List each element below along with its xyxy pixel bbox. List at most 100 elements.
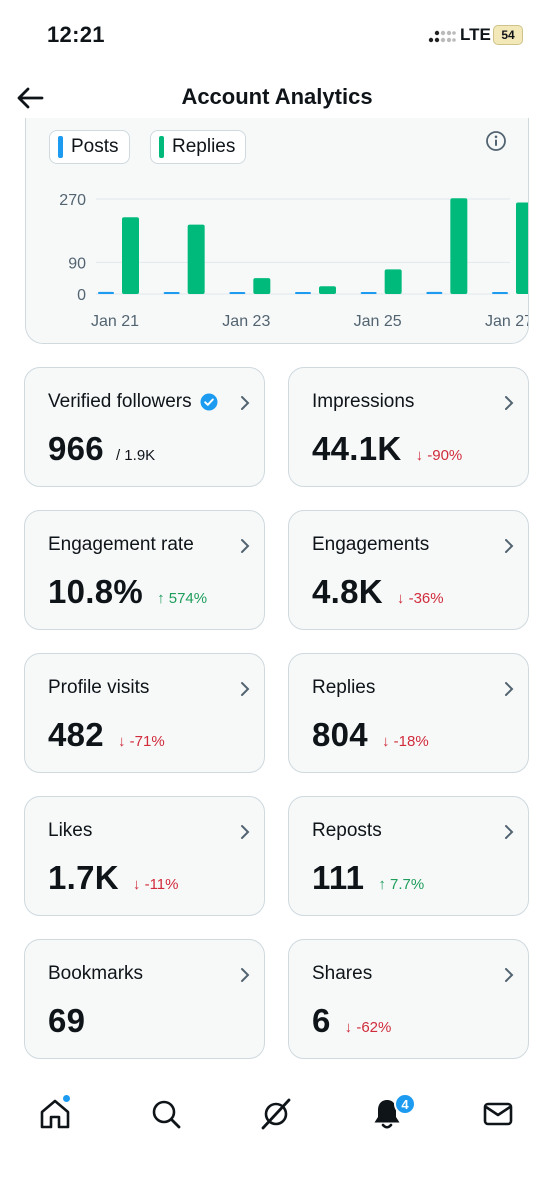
legend-replies-label: Replies — [172, 136, 236, 157]
nav-home[interactable] — [35, 1094, 75, 1134]
metric-value-row: 1.7K ↓ -11% — [48, 859, 178, 897]
bar-replies[interactable] — [319, 286, 336, 294]
metric-card-reposts[interactable]: Reposts 111 ↑ 7.7% — [288, 796, 529, 916]
legend-replies[interactable]: Replies — [150, 130, 247, 164]
metric-card-bookmarks[interactable]: Bookmarks 69 — [24, 939, 265, 1059]
metric-card-replies[interactable]: Replies 804 ↓ -18% — [288, 653, 529, 773]
messages-icon — [483, 1102, 513, 1126]
metric-label: Shares — [312, 963, 373, 984]
home-unread-dot — [62, 1094, 71, 1103]
bar-replies[interactable] — [516, 202, 529, 294]
bar-replies[interactable] — [187, 224, 205, 294]
metric-label: Engagements — [312, 534, 430, 555]
metric-value-row: 966 / 1.9K — [48, 430, 155, 468]
metric-value: 111 — [312, 859, 365, 896]
status-bar: 12:21 LTE 54 — [0, 0, 554, 72]
bar-posts[interactable] — [163, 292, 180, 294]
metric-label: Bookmarks — [48, 963, 144, 984]
metric-value-row: 69 — [48, 1002, 85, 1040]
y-tick-label: 0 — [77, 287, 86, 304]
metric-card-profile-visits[interactable]: Profile visits 482 ↓ -71% — [24, 653, 265, 773]
metric-label: Profile visits — [48, 677, 150, 698]
metric-value-row: 4.8K ↓ -36% — [312, 573, 444, 611]
metric-value-row: 482 ↓ -71% — [48, 716, 165, 754]
metric-card-engagement-rate[interactable]: Engagement rate 10.8% ↑ 574% — [24, 510, 265, 630]
metric-label: Reposts — [312, 820, 382, 841]
metric-delta: ↓ -18% — [381, 733, 429, 750]
bar-replies[interactable] — [384, 269, 402, 294]
metric-value: 4.8K — [312, 573, 383, 610]
x-tick-label: Jan 21 — [91, 313, 139, 330]
posts-swatch — [58, 136, 63, 158]
info-icon[interactable] — [485, 130, 507, 152]
chart-card: Posts Replies 0 90 270 Jan 21 Jan 23 Jan 25 Ja… — [25, 118, 529, 344]
bar-posts[interactable] — [229, 292, 246, 294]
notification-badge: 4 — [394, 1093, 416, 1115]
bottom-nav — [0, 1080, 554, 1150]
arrow-left-icon — [17, 87, 44, 109]
metric-value: 804 — [312, 716, 368, 753]
metric-delta: ↓ -90% — [415, 447, 463, 464]
chevron-right-icon — [241, 825, 250, 839]
battery-icon: 54 — [493, 25, 523, 45]
bar-replies[interactable] — [450, 198, 468, 294]
nav-search[interactable] — [146, 1094, 186, 1134]
metric-card-shares[interactable]: Shares 6 ↓ -62% — [288, 939, 529, 1059]
metric-delta: ↓ -11% — [132, 876, 179, 893]
nav-grok[interactable] — [256, 1094, 296, 1134]
legend-posts-label: Posts — [71, 136, 119, 157]
chevron-right-icon — [505, 825, 514, 839]
metric-card-verified-followers[interactable]: Verified followers 966 / 1.9K — [24, 367, 265, 487]
metric-value: 10.8% — [48, 573, 144, 610]
nav-messages[interactable] — [478, 1094, 518, 1134]
bar-posts[interactable] — [360, 292, 377, 294]
metric-value: 1.7K — [48, 859, 119, 896]
metric-label: Impressions — [312, 391, 415, 412]
bar-chart: 0 90 270 Jan 21 Jan 23 Jan 25 Jan 27 — [59, 192, 529, 330]
page-title: Account Analytics — [181, 84, 373, 109]
metric-card-likes[interactable]: Likes 1.7K ↓ -11% — [24, 796, 265, 916]
bar-posts[interactable] — [98, 291, 114, 294]
nav-notifications[interactable] — [367, 1094, 407, 1134]
metric-delta: ↓ -36% — [396, 590, 444, 607]
y-tick-label: 90 — [68, 255, 86, 272]
metric-value-row: 804 ↓ -18% — [312, 716, 429, 754]
metric-total: / 1.9K — [115, 447, 156, 464]
battery-level: 54 — [501, 28, 515, 42]
metric-delta: ↓ -62% — [344, 1019, 392, 1036]
status-time: 12:21 — [47, 22, 105, 47]
metric-value: 69 — [48, 1002, 86, 1039]
card-label-row: Verified followers — [48, 391, 218, 413]
notifications-icon — [374, 1100, 400, 1129]
metric-value-row: 111 ↑ 7.7% — [312, 859, 424, 897]
metric-delta: ↑ 574% — [157, 590, 208, 607]
chevron-right-icon — [241, 539, 250, 553]
home-icon — [40, 1099, 70, 1129]
chevron-right-icon — [505, 539, 514, 553]
replies-swatch — [159, 136, 164, 158]
chevron-right-icon — [505, 396, 514, 410]
chevron-right-icon — [241, 682, 250, 696]
chevron-right-icon — [241, 968, 250, 982]
bar-replies[interactable] — [122, 217, 139, 294]
bar-posts[interactable] — [426, 291, 443, 294]
chevron-right-icon — [241, 396, 250, 410]
bar-posts[interactable] — [492, 292, 508, 294]
signal-icon — [428, 30, 456, 43]
back-button[interactable] — [12, 80, 48, 116]
bar-replies[interactable] — [253, 278, 271, 294]
metric-card-impressions[interactable]: Impressions 44.1K ↓ -90% — [288, 367, 529, 487]
home-indicator — [0, 1160, 554, 1199]
metric-label: Verified followers — [48, 391, 192, 412]
metric-card-engagements[interactable]: Engagements 4.8K ↓ -36% — [288, 510, 529, 630]
header: Account Analytics — [0, 72, 554, 128]
metric-label: Replies — [312, 677, 376, 698]
bar-posts[interactable] — [295, 292, 311, 294]
network-type: LTE — [460, 25, 491, 44]
metric-delta: ↓ -71% — [117, 733, 165, 750]
x-tick-label: Jan 23 — [222, 313, 270, 330]
x-tick-label: Jan 27 — [485, 313, 529, 330]
legend-posts[interactable]: Posts — [49, 130, 130, 164]
metric-value-row: 6 ↓ -62% — [312, 1002, 391, 1040]
metric-value: 966 — [48, 430, 104, 467]
